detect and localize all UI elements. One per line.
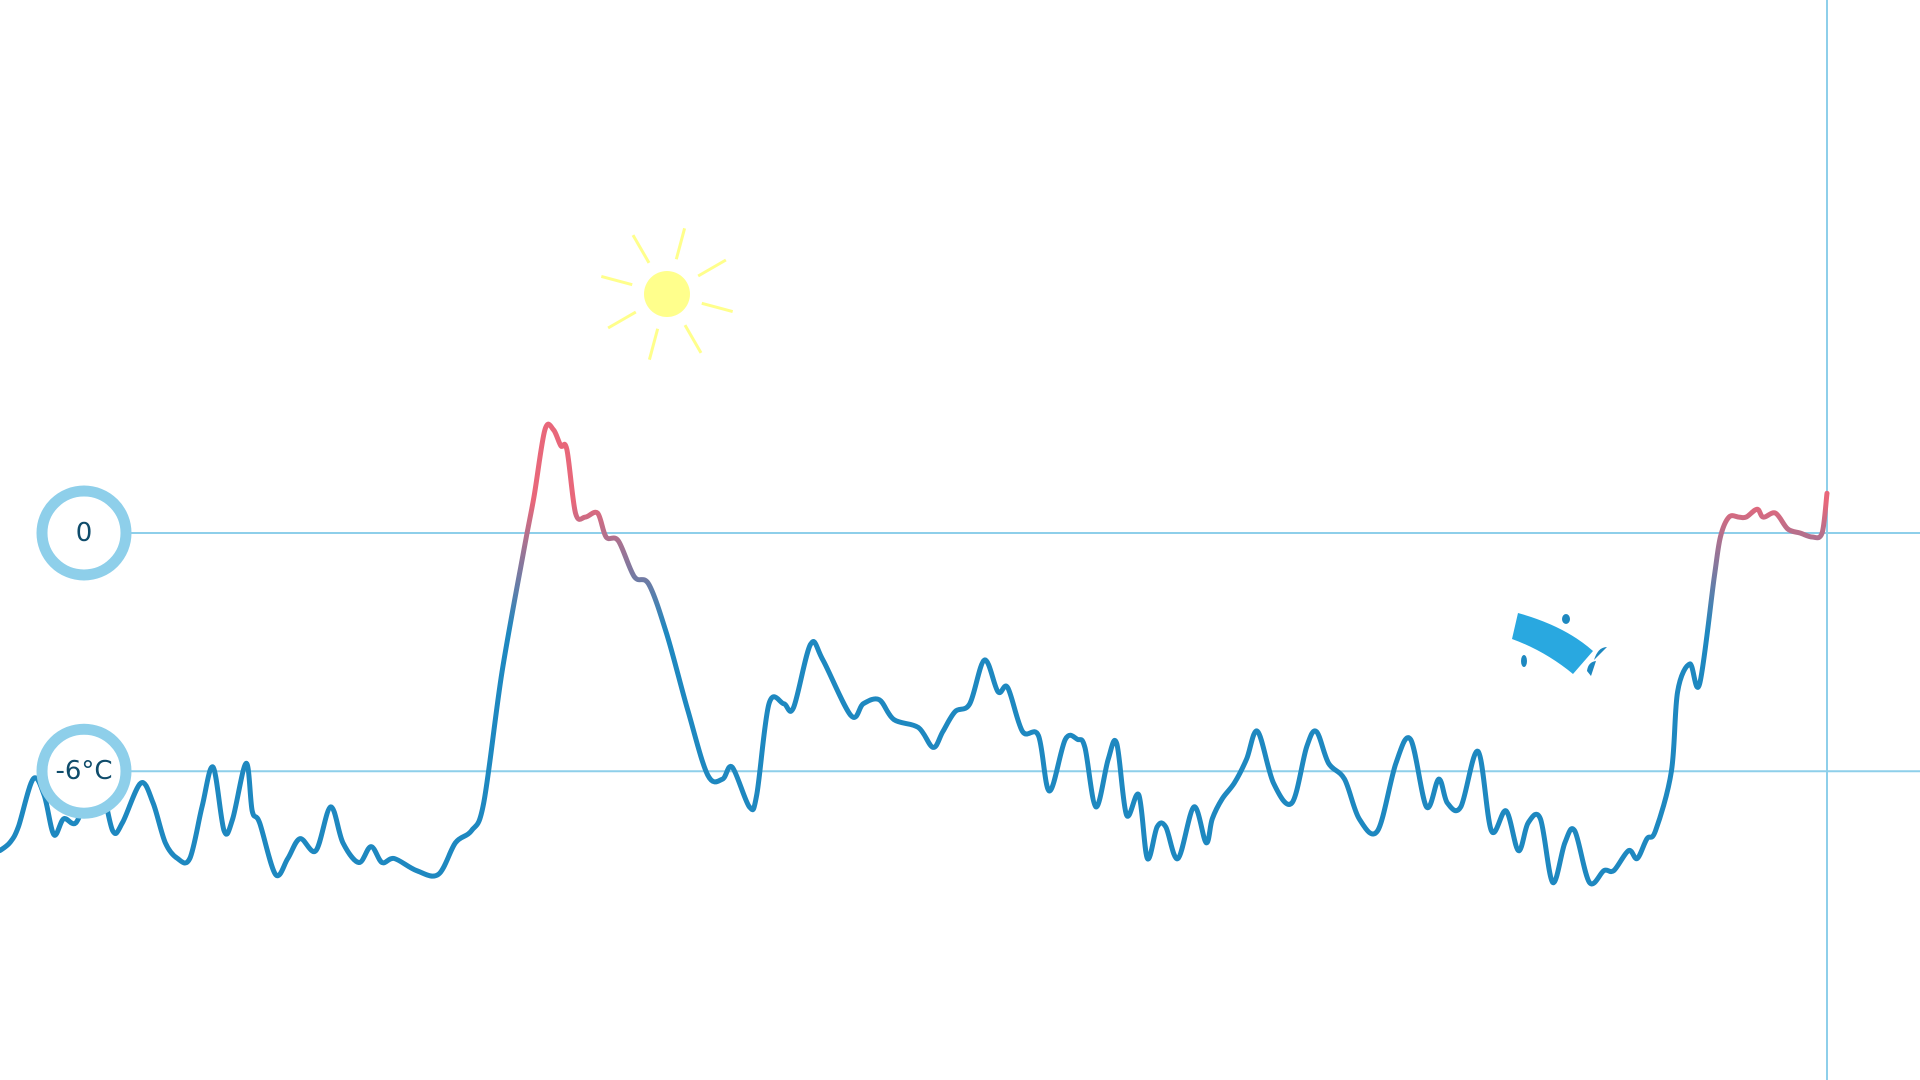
weather-icon [1512, 613, 1607, 676]
sun-ray [631, 234, 651, 264]
sun-ray [647, 328, 660, 361]
reference-label: -6°C [55, 756, 112, 786]
temperature-line [0, 421, 1830, 887]
sun-icon [600, 227, 734, 361]
reference-label-badge [36, 723, 132, 819]
sun-ray [674, 227, 687, 260]
reference-label: 0 [76, 518, 93, 548]
reference-label-badge [36, 485, 132, 581]
sun-ray [701, 301, 734, 314]
sun-disc [644, 271, 690, 317]
sun-ray [600, 274, 633, 287]
sun-ray [607, 310, 637, 330]
sun-ray [683, 324, 703, 354]
sun-ray [697, 258, 727, 278]
